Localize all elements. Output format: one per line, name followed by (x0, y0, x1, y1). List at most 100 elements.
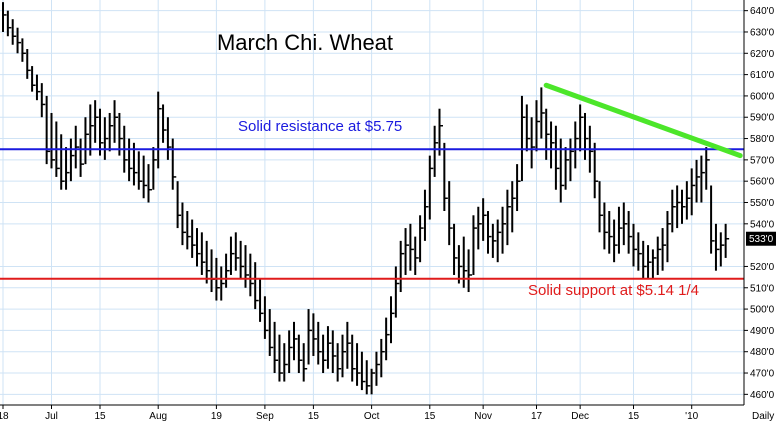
ohlc-bar (579, 104, 584, 152)
ohlc-bar (162, 104, 167, 143)
x-tick-label: Aug (149, 411, 167, 422)
ohlc-bar (16, 27, 22, 54)
ohlc-bar (40, 83, 46, 118)
ohlc-bar (278, 334, 283, 382)
ohlc-bar (50, 112, 55, 169)
ohlc-bar (457, 245, 463, 284)
y-tick-label: 570'0 (750, 155, 775, 166)
ohlc-bar (94, 100, 99, 143)
ohlc-bar (584, 112, 589, 160)
ohlc-bar (695, 159, 701, 203)
ohlc-bar (530, 117, 536, 169)
ohlc-bar (520, 95, 526, 182)
ohlc-bar (627, 211, 633, 254)
ohlc-bar (613, 219, 618, 263)
x-tick-label: '10 (685, 411, 698, 422)
ohlc-bar (326, 326, 332, 369)
y-tick-label: 480'0 (750, 347, 775, 358)
ohlc-bar (360, 351, 366, 391)
ohlc-bar (414, 236, 419, 275)
ohlc-bar (79, 138, 85, 177)
ohlc-bar (433, 125, 439, 177)
ohlc-bar (710, 185, 715, 254)
ohlc-bar (564, 147, 570, 190)
ohlc-bar (545, 108, 550, 160)
current-price-tag-bg (746, 231, 776, 246)
ohlc-bar (647, 245, 652, 280)
downtrend-line (543, 82, 743, 159)
ohlc-bar (312, 313, 317, 356)
y-tick-label: 510'0 (750, 283, 775, 294)
ohlc-bar (656, 236, 662, 275)
ohlc-bar (453, 223, 458, 275)
ohlc-bar (569, 138, 574, 182)
ohlc-bar (550, 121, 555, 169)
ohlc-bar (60, 134, 65, 190)
ohlc-bar (244, 245, 249, 288)
ohlc-bar (200, 232, 206, 275)
chart-title: March Chi. Wheat (217, 30, 393, 55)
ohlc-bar (501, 206, 507, 254)
ohlc-bar (293, 321, 298, 361)
y-axis: 640'0 630'0 620'0 610'0 600'0 590'0 580'0 570'0… (744, 6, 775, 401)
y-tick-label: 550'0 (750, 198, 775, 209)
support-label: Solid support at $5.14 1/4 (528, 282, 699, 299)
ohlc-bar (690, 168, 696, 216)
ohlc-bar (719, 232, 725, 267)
ohlc-bar (317, 321, 322, 365)
ohlc-bar (491, 223, 497, 258)
x-tick-label: 18 (0, 411, 9, 422)
y-tick-label: 590'0 (750, 113, 775, 124)
y-tick-label: 560'0 (750, 177, 775, 188)
ohlc-bar (642, 240, 647, 280)
ohlc-bar (467, 249, 473, 293)
ohlc-bar (205, 240, 211, 284)
ohlc-bar (2, 2, 7, 32)
ohlc-bar (598, 181, 604, 233)
ohlc-bar (21, 38, 26, 62)
ohlc-bar (89, 104, 94, 156)
x-tick-label: 17 (531, 411, 543, 422)
ohlc-bar (370, 368, 376, 395)
ohlc-bar (263, 296, 269, 339)
ohlc-bar (632, 223, 637, 267)
ohlc-bar (11, 19, 17, 45)
current-price-tag-label: 533'0 (749, 234, 774, 245)
ohlc-bar (346, 321, 351, 369)
ohlc-bar (259, 279, 264, 322)
x-tick-label: Dec (571, 411, 589, 422)
y-tick-label: 630'0 (750, 27, 775, 38)
ohlc-bar (336, 343, 342, 382)
ohlc-bar (45, 95, 51, 165)
ohlc-bar (74, 125, 80, 169)
ohlc-bar (176, 181, 182, 229)
ohlc-bar (525, 104, 531, 152)
ohlc-bar (356, 343, 361, 386)
ohlc-bar (399, 240, 405, 293)
ohlc-bar (661, 228, 667, 271)
ohlc-bar (593, 142, 599, 199)
ohlc-bar (651, 249, 657, 280)
x-tick-label: 15 (308, 411, 320, 422)
ohlc-bar (103, 117, 109, 160)
ohlc-bar (229, 236, 235, 275)
x-tick-label: 19 (211, 411, 223, 422)
ohlc-bar (31, 66, 36, 92)
ohlc-bar (487, 211, 492, 254)
ohlc-bar (496, 219, 502, 263)
ohlc-bar (516, 164, 521, 212)
ohlc-bar (196, 228, 201, 267)
x-tick-label: 15 (94, 411, 106, 422)
x-tick-label: 15 (424, 411, 436, 422)
ohlc-bar (113, 100, 119, 143)
ohlc-bar (404, 228, 410, 275)
ohlc-bar (423, 189, 429, 241)
y-tick-label: 540'0 (750, 219, 775, 230)
y-tick-label: 600'0 (750, 91, 775, 102)
y-tick-label: 580'0 (750, 134, 775, 145)
lines-layer (0, 82, 744, 280)
ohlc-bar (128, 138, 133, 182)
y-tick-label: 520'0 (750, 262, 775, 273)
ohlc-bar (574, 121, 579, 169)
